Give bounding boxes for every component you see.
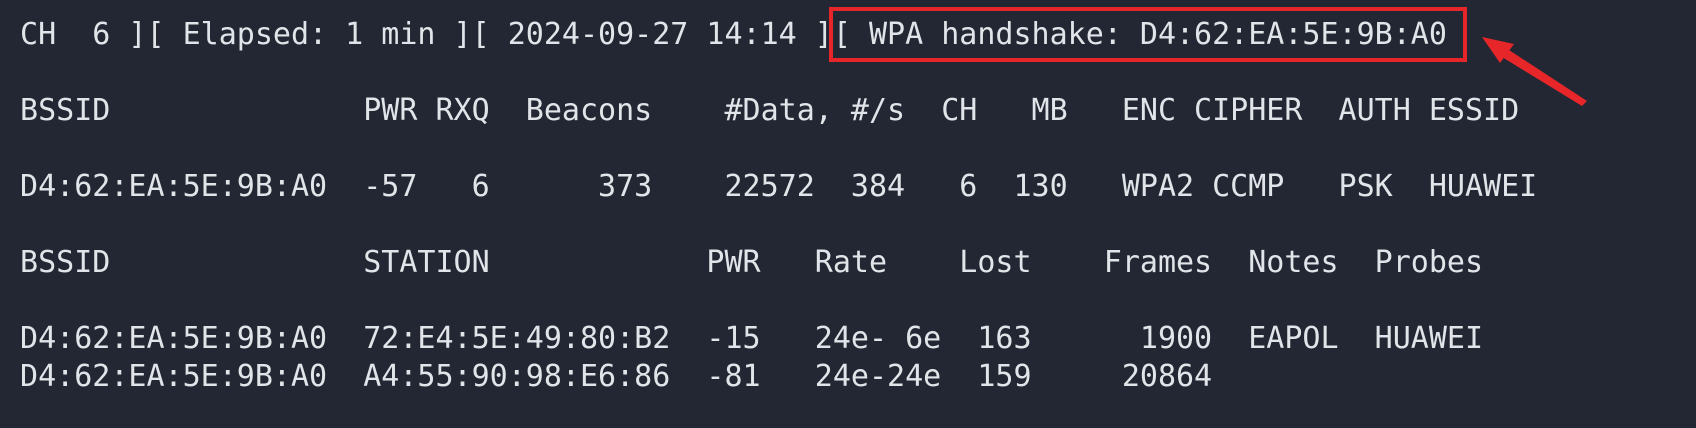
status-line: CH 6 ][ Elapsed: 1 min ][ 2024-09-27 14:… [2, 17, 1447, 52]
station-table-header: BSSID STATION PWR Rate Lost Frames Notes… [2, 245, 1484, 280]
handshake-highlight-box [829, 7, 1467, 62]
blank-line-3 [2, 206, 1696, 244]
blank-line-4 [2, 282, 1696, 320]
blank-line-2 [2, 130, 1696, 168]
station-table-row-1: D4:62:EA:5E:9B:A0 72:E4:5E:49:80:B2 -15 … [2, 321, 1484, 356]
ap-table-row: D4:62:EA:5E:9B:A0 -57 6 373 22572 384 6 … [2, 169, 1538, 204]
ap-table-header: BSSID PWR RXQ Beacons #Data, #/s CH MB E… [2, 93, 1520, 128]
station-table-row-2: D4:62:EA:5E:9B:A0 A4:55:90:98:E6:86 -81 … [2, 359, 1213, 394]
